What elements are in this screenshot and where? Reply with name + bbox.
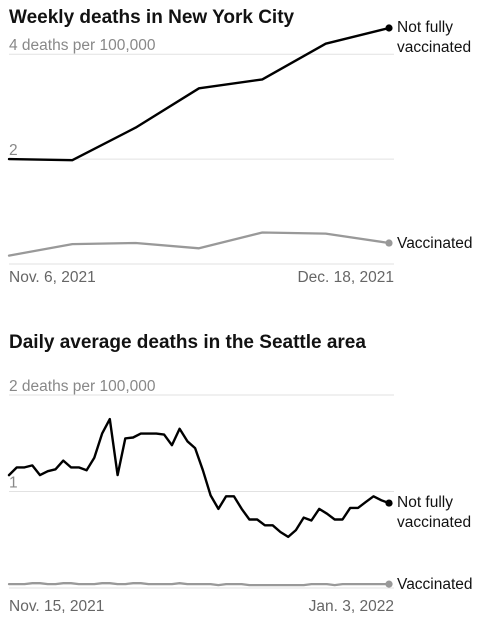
sea-not-fully-vaccinated-line bbox=[7, 417, 391, 539]
sea-not-fully-vaccinated-label: vaccinated bbox=[397, 514, 471, 531]
nyc-x-tick-end: Dec. 18, 2021 bbox=[297, 269, 394, 286]
seattle-series-labels: Not fully vaccinated Vaccinated bbox=[397, 494, 473, 593]
seattle-y-tick-labels: 1 2 deaths per 100,000 bbox=[9, 378, 156, 492]
nyc-vaccinated-label: Vaccinated bbox=[397, 235, 473, 252]
nyc-y-tick-labels: 2 4 deaths per 100,000 bbox=[9, 37, 156, 159]
nyc-chart-title: Weekly deaths in New York City bbox=[9, 7, 295, 28]
sea-not-fully-vaccinated-label: Not fully bbox=[397, 494, 453, 511]
sea-vaccinated-line bbox=[7, 582, 391, 587]
sea-y-tick-label: 1 bbox=[9, 475, 18, 492]
seattle-chart-title: Daily average deaths in the Seattle area bbox=[9, 332, 366, 353]
nyc-series-lines bbox=[7, 24, 393, 257]
nyc-not-fully-vaccinated-label: vaccinated bbox=[397, 39, 471, 56]
nyc-chart: Weekly deaths in New York City 2 4 deaths… bbox=[7, 7, 473, 286]
seattle-x-tick-end: Jan. 3, 2022 bbox=[309, 598, 394, 615]
seattle-chart: Daily average deaths in the Seattle area… bbox=[7, 332, 473, 615]
nyc-y-tick-label: 4 deaths per 100,000 bbox=[9, 37, 156, 54]
seattle-series-lines bbox=[7, 417, 393, 588]
sea-y-tick-label: 2 deaths per 100,000 bbox=[9, 378, 156, 395]
sea-vaccinated-label: Vaccinated bbox=[397, 576, 473, 593]
nyc-series-labels: Not fully vaccinated Vaccinated bbox=[397, 19, 473, 252]
seattle-gridlines bbox=[9, 394, 394, 589]
nyc-x-tick-start: Nov. 6, 2021 bbox=[9, 269, 96, 286]
nyc-not-fully-vaccinated-endpoint bbox=[385, 24, 393, 32]
nyc-not-fully-vaccinated-line bbox=[7, 26, 391, 162]
nyc-y-tick-label: 2 bbox=[9, 142, 18, 159]
nyc-vaccinated-endpoint bbox=[385, 239, 393, 247]
nyc-not-fully-vaccinated-label: Not fully bbox=[397, 19, 453, 36]
seattle-x-tick-start: Nov. 15, 2021 bbox=[9, 598, 104, 615]
sea-not-fully-vaccinated-endpoint bbox=[385, 499, 393, 507]
sea-vaccinated-endpoint bbox=[385, 580, 393, 588]
nyc-vaccinated-line bbox=[7, 231, 391, 257]
